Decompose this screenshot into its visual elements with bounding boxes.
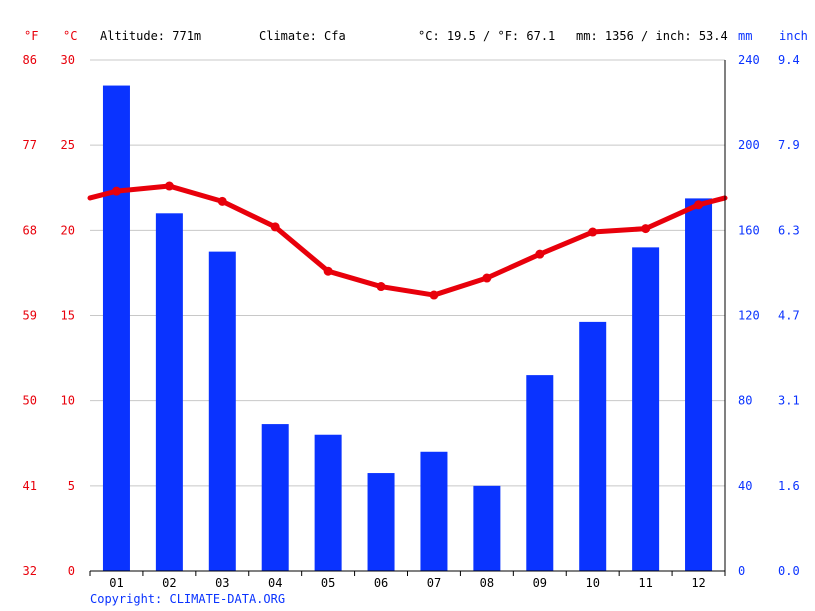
precipitation-bar [314,434,342,571]
celsius-tick-label: 30 [61,53,75,67]
inch-tick-label: 0.0 [778,564,800,578]
precipitation-bar [579,321,607,571]
temperature-line [87,181,728,300]
month-tick-label: 09 [533,576,547,590]
copyright-label: Copyright: CLIMATE-DATA.ORG [90,592,285,606]
month-tick-label: 08 [480,576,494,590]
fahrenheit-tick-label: 77 [23,138,37,152]
inch-tick-label: 9.4 [778,53,800,67]
precipitation-bar [420,451,448,571]
precipitation-bars [102,85,713,572]
inch-tick-label: 3.1 [778,394,800,408]
mm-tick-label: 80 [738,394,752,408]
month-tick-label: 02 [162,576,176,590]
month-tick-label: 11 [638,576,652,590]
month-tick-label: 05 [321,576,335,590]
mm-unit-label: mm [738,29,752,43]
altitude-label: Altitude: 771m [100,29,201,43]
month-tick-label: 06 [374,576,388,590]
temperature-point [694,200,704,210]
mm-tick-label: 40 [738,479,752,493]
mm-tick-label: 120 [738,309,760,323]
fahrenheit-tick-label: 32 [23,564,37,578]
celsius-tick-label: 0 [68,564,75,578]
inch-tick-label: 4.7 [778,309,800,323]
axes [89,60,726,576]
month-tick-label: 07 [427,576,441,590]
fahrenheit-tick-label: 86 [23,53,37,67]
fahrenheit-tick-label: 50 [23,394,37,408]
climate-label: Climate: Cfa [259,29,346,43]
precipitation-bar [632,247,660,571]
precipitation-bar [261,424,289,571]
temperature-point [641,224,651,234]
month-tick-label: 01 [109,576,123,590]
month-tick-label: 12 [691,576,705,590]
temperature-point [588,227,598,237]
temperature-point [270,222,280,232]
precipitation-total-label: mm: 1356 / inch: 53.4 [576,29,728,43]
fahrenheit-tick-label: 59 [23,309,37,323]
tick-labels: 32 0 0 0.0 41 5 40 1.6 50 10 80 3.1 59 15 120 4.7 68 20 16… [23,53,800,590]
inch-unit-label: inch [779,29,808,43]
temperature-point [111,186,121,196]
temperature-point [429,290,439,300]
precipitation-bar [208,251,236,571]
precipitation-bar [526,375,554,571]
temperature-point [535,249,545,259]
celsius-tick-label: 15 [61,309,75,323]
mm-tick-label: 240 [738,53,760,67]
fahrenheit-tick-label: 68 [23,223,37,237]
temperature-point [376,282,386,292]
precipitation-bar [685,198,713,572]
month-tick-label: 03 [215,576,229,590]
month-tick-label: 10 [585,576,599,590]
temperature-series-line [87,183,728,298]
fahrenheit-unit-label: °F [24,29,38,43]
inch-tick-label: 7.9 [778,138,800,152]
precipitation-bar [102,85,130,572]
precipitation-bar [155,213,183,572]
precipitation-bar [367,473,395,571]
gridlines [90,59,725,487]
inch-tick-label: 1.6 [778,479,800,493]
month-tick-label: 04 [268,576,282,590]
celsius-tick-label: 20 [61,223,75,237]
inch-tick-label: 6.3 [778,223,800,237]
fahrenheit-tick-label: 41 [23,479,37,493]
temperature-point [217,196,227,206]
celsius-tick-label: 10 [61,394,75,408]
celsius-tick-label: 25 [61,138,75,152]
temperature-point [164,181,174,191]
temperature-average-label: °C: 19.5 / °F: 67.1 [418,29,555,43]
precipitation-bar [473,485,501,571]
celsius-unit-label: °C [63,29,77,43]
temperature-point [482,273,492,283]
mm-tick-label: 200 [738,138,760,152]
mm-tick-label: 0 [738,564,745,578]
temperature-point [323,266,333,276]
mm-tick-label: 160 [738,223,760,237]
celsius-tick-label: 5 [68,479,75,493]
